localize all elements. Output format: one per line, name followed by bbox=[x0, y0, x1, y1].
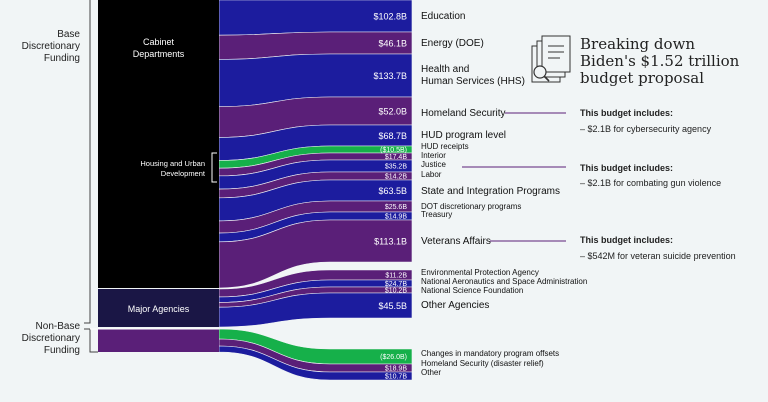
flow-label-health-and-human-services: Health and bbox=[421, 64, 469, 75]
flow-value-homeland-security-disaster-relief: $18.9B bbox=[385, 366, 408, 373]
flow-value-veterans-affairs: $113.1B bbox=[374, 237, 407, 247]
flow-label-other: Other bbox=[421, 368, 441, 377]
note-heading: This budget includes: bbox=[580, 235, 673, 245]
base-label: Discretionary bbox=[22, 41, 80, 52]
flow-label-treasury: Treasury bbox=[421, 210, 452, 219]
note-text: – $2.1B for cybersecurity agency bbox=[580, 124, 712, 134]
hud-label: Development bbox=[161, 169, 206, 178]
flow-value-national-science-foundation: $10.2B bbox=[385, 288, 408, 295]
note-heading: This budget includes: bbox=[580, 108, 673, 118]
title-line: Breaking down bbox=[580, 35, 696, 53]
non-base-label: Funding bbox=[44, 345, 80, 356]
flow-label-veterans-affairs: Veterans Affairs bbox=[421, 236, 491, 247]
flow-value-health-and-human-services-hhs: $133.7B bbox=[373, 71, 407, 81]
base-label: Base bbox=[57, 29, 80, 40]
flow-value-treasury: $14.9B bbox=[385, 214, 408, 221]
note-text: – $542M for veteran suicide prevention bbox=[580, 251, 736, 261]
hud-bracket bbox=[211, 152, 217, 183]
flow-value-energy-doe: $46.1B bbox=[378, 39, 407, 49]
flow-ribbon-other bbox=[218, 345, 413, 381]
base-label: Funding bbox=[44, 53, 80, 64]
flow-label-education: Education bbox=[421, 11, 465, 22]
flow-label-hud-program-level: HUD program level bbox=[421, 130, 506, 141]
flow-label-health-and-human-services: Human Services (HHS) bbox=[421, 76, 525, 87]
cabinet-label: Departments bbox=[133, 49, 185, 59]
flow-label-labor: Labor bbox=[421, 170, 442, 179]
document-search-icon bbox=[531, 35, 571, 83]
title-line: Biden's $1.52 trillion bbox=[580, 52, 740, 70]
flow-label-justice: Justice bbox=[421, 160, 446, 169]
flow-value-dot-discretionary-programs: $25.6B bbox=[385, 204, 408, 211]
non-base-node bbox=[98, 329, 219, 352]
title-line: budget proposal bbox=[580, 69, 705, 87]
flow-value-labor: $14.2B bbox=[385, 174, 408, 181]
cabinet-label: Cabinet bbox=[143, 37, 175, 47]
flow-value-other-agencies: $45.5B bbox=[378, 301, 407, 311]
note-text: – $2.1B for combating gun violence bbox=[580, 178, 721, 188]
flow-label-other-agencies: Other Agencies bbox=[421, 300, 489, 311]
flow-label-homeland-security: Homeland Security bbox=[421, 108, 505, 119]
major-agencies-node bbox=[98, 289, 219, 327]
flow-label-energy-doe: Energy (DOE) bbox=[421, 38, 484, 49]
flow-value-other: $10.7B bbox=[385, 374, 408, 381]
flow-label-environmental-protection-agency: Environmental Protection Agency bbox=[421, 268, 539, 277]
flow-ribbon-other-agencies bbox=[218, 292, 413, 328]
major-agencies-label: Major Agencies bbox=[128, 304, 190, 314]
flow-value-changes-in-mandatory-program-offsets: ($26.0B) bbox=[380, 354, 407, 361]
flow-label-national-aeronautics-and-space-administration: National Aeronautics and Space Administr… bbox=[421, 277, 587, 286]
flow-value-hud-receipts: ($10.5B) bbox=[380, 147, 407, 154]
flow-value-education: $102.8B bbox=[373, 12, 407, 22]
flow-value-national-aeronautics-and-space-administration: $24.7B bbox=[385, 281, 408, 288]
non-base-label: Discretionary bbox=[22, 333, 80, 344]
flow-label-national-science-foundation: National Science Foundation bbox=[421, 286, 523, 295]
flow-label-hud-receipts: HUD receipts bbox=[421, 142, 469, 151]
flow-value-environmental-protection-agency: $11.2B bbox=[385, 273, 407, 280]
base-bracket bbox=[84, 0, 91, 324]
flow-value-hud-program-level: $68.7B bbox=[378, 131, 407, 141]
flow-value-justice: $35.2B bbox=[385, 164, 408, 171]
flow-label-dot-discretionary-programs: DOT discretionary programs bbox=[421, 202, 521, 211]
non-base-label: Non-Base bbox=[36, 321, 81, 332]
flow-label-changes-in-mandatory-program-offsets: Changes in mandatory program offsets bbox=[421, 349, 559, 358]
flow-label-homeland-security-disaster-relief: Homeland Security (disaster relief) bbox=[421, 359, 544, 368]
flow-ribbon-veterans-affairs bbox=[218, 219, 413, 289]
flow-label-state-and-integration-programs: State and Integration Programs bbox=[421, 186, 560, 197]
hud-label: Housing and Urban bbox=[140, 159, 205, 168]
non-base-bracket bbox=[84, 328, 98, 353]
flow-value-state-and-integration-programs: $63.5B bbox=[378, 186, 407, 196]
chart-title: Breaking down Biden's $1.52 trillion bud… bbox=[580, 36, 760, 87]
cabinet-departments-node bbox=[98, 0, 219, 288]
note-heading: This budget includes: bbox=[580, 163, 673, 173]
flow-label-interior: Interior bbox=[421, 151, 446, 160]
flow-value-homeland-security: $52.0B bbox=[378, 107, 407, 117]
flow-value-interior: $17.4B bbox=[385, 154, 408, 161]
